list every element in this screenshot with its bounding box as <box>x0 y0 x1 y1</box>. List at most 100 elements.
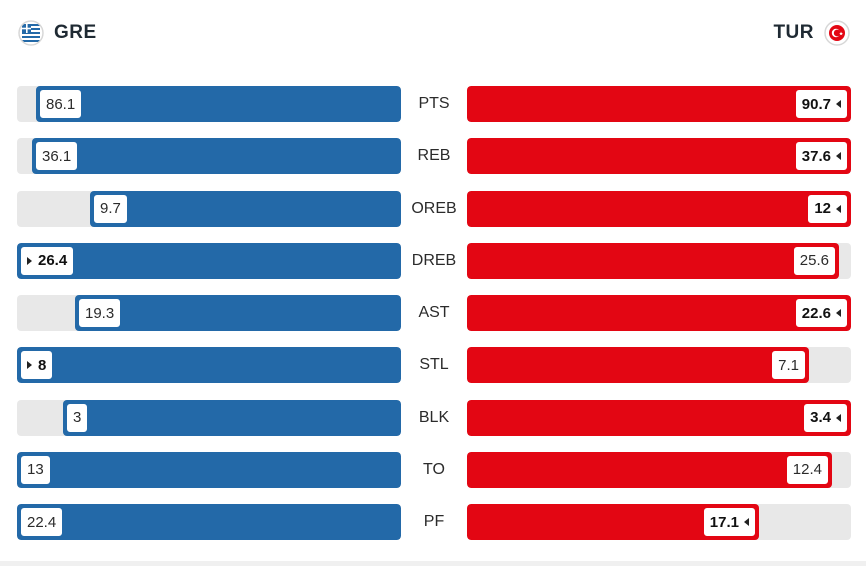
stat-label: PF <box>423 513 445 530</box>
leader-arrow-icon <box>27 256 32 265</box>
home-bar: 86.1 <box>36 86 401 122</box>
home-value-text: 3 <box>73 409 82 426</box>
home-value: 19.3 <box>78 298 122 328</box>
stat-row-reb: 36.1 REB 37.6 <box>0 138 866 175</box>
home-value-text: 13 <box>27 461 44 479</box>
away-value: 3.4 <box>803 402 848 433</box>
home-bar-track: 9.7 <box>17 190 401 227</box>
away-bar: 3.4 <box>467 399 851 436</box>
home-value-text: 36.1 <box>42 147 72 165</box>
away-bar-track: 25.6 <box>467 242 851 279</box>
away-value: 17.1 <box>702 507 756 537</box>
stat-label: STL <box>419 356 449 374</box>
stat-label: DREB <box>411 251 457 269</box>
leader-arrow-icon <box>27 361 32 370</box>
away-bar: 12.4 <box>467 451 832 488</box>
divider <box>0 561 866 566</box>
leader-arrow-icon <box>836 309 841 317</box>
away-value-text: 7.1 <box>778 356 799 374</box>
leader-arrow-icon <box>836 204 841 213</box>
stat-label: TO <box>423 460 445 478</box>
stat-label: REB <box>417 147 451 165</box>
away-value-text: 12 <box>814 200 831 217</box>
stat-row-oreb: 9.7 OREB 12 <box>0 190 866 227</box>
away-team: TUR <box>773 20 850 46</box>
home-value: 22.4 <box>20 507 64 537</box>
home-value-text: 86.1 <box>46 95 76 113</box>
home-bar: 19.3 <box>75 295 401 331</box>
home-value: 36.1 <box>35 141 79 172</box>
stat-label: PTS <box>418 95 450 112</box>
home-value-text: 22.4 <box>27 513 57 531</box>
leader-arrow-icon <box>836 413 841 422</box>
home-value: 8 <box>20 350 54 381</box>
home-bar-track: 13 <box>17 451 401 488</box>
home-value-text: 9.7 <box>100 200 121 217</box>
away-bar: 12 <box>467 190 851 227</box>
home-value-text: 26.4 <box>38 252 68 270</box>
away-bar-track: 37.6 <box>467 138 851 175</box>
home-bar: 22.4 <box>17 504 401 540</box>
away-bar-track: 12 <box>467 190 851 227</box>
away-value: 22.6 <box>794 298 848 328</box>
away-bar: 25.6 <box>467 242 839 279</box>
home-bar: 13 <box>17 451 401 488</box>
home-value: 86.1 <box>39 89 83 119</box>
home-value: 13 <box>20 454 51 485</box>
home-value: 3 <box>66 402 89 433</box>
away-value: 7.1 <box>771 350 806 381</box>
home-bar: 36.1 <box>32 138 401 175</box>
home-bar: 3 <box>63 399 401 436</box>
home-bar-track: 86.1 <box>17 86 401 122</box>
home-value-text: 19.3 <box>85 304 115 322</box>
home-value: 9.7 <box>93 193 128 224</box>
away-bar-track: 90.7 <box>467 86 851 122</box>
away-bar-track: 22.6 <box>467 295 851 331</box>
home-bar: 26.4 <box>17 242 401 279</box>
home-bar: 9.7 <box>90 190 401 227</box>
home-bar-track: 22.4 <box>17 504 401 540</box>
away-bar-track: 12.4 <box>467 451 851 488</box>
home-bar-track: 26.4 <box>17 242 401 279</box>
away-bar: 17.1 <box>467 504 759 540</box>
away-bar: 22.6 <box>467 295 851 331</box>
away-bar: 90.7 <box>467 86 851 122</box>
leader-arrow-icon <box>836 100 841 108</box>
away-value-text: 12.4 <box>792 461 822 479</box>
stat-label: OREB <box>411 199 457 217</box>
away-bar: 7.1 <box>467 347 809 384</box>
home-team-code: GRE <box>54 22 97 43</box>
away-bar-track: 17.1 <box>467 504 851 540</box>
stat-row-stl: 8 STL 7.1 <box>0 347 866 384</box>
away-bar-track: 7.1 <box>467 347 851 384</box>
away-value-text: 37.6 <box>801 147 831 165</box>
stat-row-dreb: 26.4 DREB 25.6 <box>0 242 866 279</box>
stats-comparison: 86.1 PTS 90.7 36.1 REB 37.6 9.7 OREB 12 26.4 DREB 2… <box>0 86 866 556</box>
away-value-text: 3.4 <box>810 409 831 426</box>
leader-arrow-icon <box>836 152 841 161</box>
away-value-text: 22.6 <box>801 304 831 322</box>
away-value-text: 17.1 <box>709 513 739 531</box>
away-value: 90.7 <box>794 89 848 119</box>
home-bar-track: 19.3 <box>17 295 401 331</box>
home-bar-track: 36.1 <box>17 138 401 175</box>
stat-row-pts: 86.1 PTS 90.7 <box>0 86 866 122</box>
away-value: 12 <box>807 193 848 224</box>
home-team: GRE <box>18 20 97 46</box>
stat-row-blk: 3 BLK 3.4 <box>0 399 866 436</box>
away-value: 25.6 <box>792 245 836 276</box>
stat-row-to: 13 TO 12.4 <box>0 451 866 488</box>
away-bar-track: 3.4 <box>467 399 851 436</box>
header: GRE TUR <box>0 0 866 70</box>
stat-label: BLK <box>418 408 450 426</box>
away-value: 37.6 <box>794 141 848 172</box>
away-bar: 37.6 <box>467 138 851 175</box>
home-bar: 8 <box>17 347 401 384</box>
home-bar-track: 3 <box>17 399 401 436</box>
away-value-text: 25.6 <box>799 252 829 270</box>
turkey-flag-icon <box>824 20 850 46</box>
greece-flag-icon <box>18 20 44 46</box>
leader-arrow-icon <box>744 518 749 526</box>
away-value: 12.4 <box>785 454 829 485</box>
away-value-text: 90.7 <box>801 95 831 113</box>
